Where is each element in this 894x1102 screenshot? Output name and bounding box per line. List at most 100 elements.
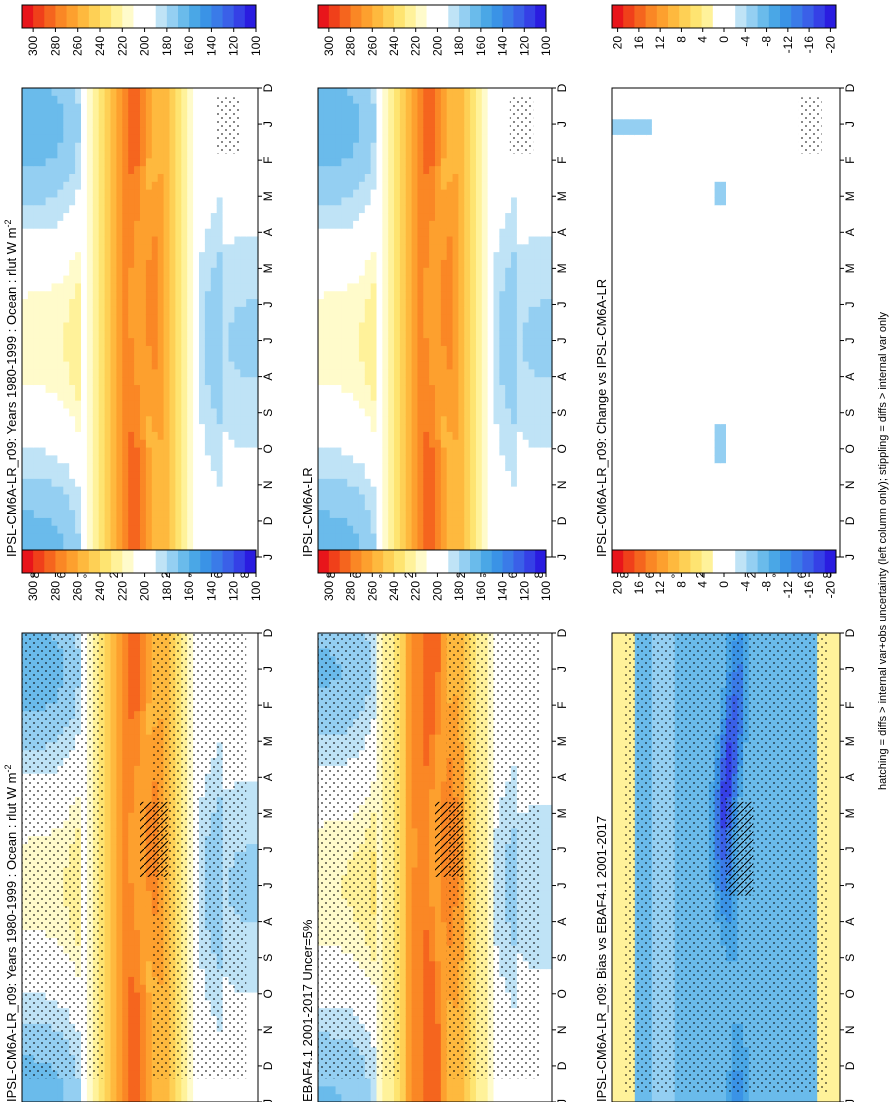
colorbar-tick-label: 220 bbox=[115, 36, 129, 56]
heatmap-cell bbox=[39, 353, 47, 363]
heatmap-cell bbox=[57, 197, 64, 206]
heatmap-cell bbox=[475, 103, 483, 113]
heatmap-cell bbox=[347, 353, 354, 363]
heatmap-cell bbox=[134, 197, 141, 206]
heatmap-cell bbox=[199, 283, 206, 292]
heatmap-cell bbox=[51, 213, 58, 222]
heatmap-cell bbox=[540, 369, 547, 378]
heatmap-cell bbox=[116, 111, 123, 120]
heatmap-cell bbox=[86, 291, 94, 300]
heatmap-cell bbox=[222, 502, 230, 511]
heatmap-cell bbox=[234, 369, 241, 378]
heatmap-cell bbox=[376, 142, 383, 152]
heatmap-cell bbox=[169, 424, 176, 433]
heatmap-cell bbox=[341, 88, 348, 97]
heatmap-cell bbox=[499, 220, 506, 230]
heatmap-cell bbox=[435, 166, 442, 175]
heatmap-cell bbox=[175, 299, 182, 308]
heatmap-cell bbox=[329, 197, 337, 206]
heatmap-cell bbox=[470, 478, 477, 488]
heatmap-cell bbox=[199, 392, 206, 402]
heatmap-cell bbox=[193, 299, 200, 308]
heatmap-cell bbox=[181, 431, 188, 441]
heatmap-cell bbox=[399, 150, 407, 159]
heatmap-cell bbox=[353, 533, 360, 542]
heatmap-cell bbox=[417, 306, 424, 316]
heatmap-cell bbox=[475, 377, 483, 386]
heatmap-cell bbox=[399, 408, 407, 417]
heatmap-cell bbox=[134, 158, 141, 167]
heatmap-cell bbox=[33, 119, 41, 128]
heatmap-cell bbox=[157, 361, 165, 370]
heatmap-cell bbox=[452, 533, 459, 542]
heatmap-cell bbox=[475, 158, 483, 167]
heatmap-cell bbox=[516, 502, 524, 511]
heatmap-cell bbox=[405, 486, 413, 496]
heatmap-cell bbox=[318, 338, 325, 347]
heatmap-cell bbox=[51, 158, 58, 167]
heatmap-cell bbox=[75, 525, 82, 535]
heatmap-cell bbox=[252, 197, 259, 206]
heatmap-cell bbox=[382, 338, 389, 347]
heatmap-cell bbox=[522, 494, 530, 503]
heatmap-cell bbox=[411, 494, 419, 503]
heatmap-cell bbox=[481, 502, 489, 511]
heatmap-cell bbox=[423, 502, 430, 511]
heatmap-cell bbox=[122, 252, 129, 261]
colorbar-swatch bbox=[33, 5, 45, 28]
heatmap-cell bbox=[222, 541, 230, 550]
colorbar-swatch bbox=[244, 5, 257, 28]
heatmap-cell bbox=[323, 158, 331, 167]
heatmap-cell bbox=[140, 166, 147, 175]
heatmap-cell bbox=[534, 533, 541, 542]
heatmap-cell bbox=[169, 400, 176, 410]
heatmap-cell bbox=[39, 439, 47, 449]
heatmap-cell bbox=[528, 494, 536, 503]
heatmap-cell bbox=[252, 517, 259, 527]
heatmap-cell bbox=[57, 158, 64, 167]
heatmap-cell bbox=[169, 408, 176, 417]
heatmap-cell bbox=[151, 252, 159, 261]
heatmap-cell bbox=[388, 283, 395, 292]
heatmap-cell bbox=[429, 424, 436, 433]
heatmap-cell bbox=[323, 299, 331, 308]
heatmap-cell bbox=[116, 205, 123, 214]
heatmap-cell bbox=[39, 408, 47, 417]
heatmap-cell bbox=[382, 119, 389, 128]
heatmap-cell bbox=[63, 408, 70, 417]
heatmap-cell bbox=[81, 369, 88, 378]
heatmap-cell bbox=[516, 283, 524, 292]
heatmap-cell bbox=[234, 213, 241, 222]
heatmap-cell bbox=[169, 502, 176, 511]
heatmap-cell bbox=[481, 189, 489, 199]
heatmap-cell bbox=[411, 252, 419, 261]
heatmap-cell bbox=[499, 306, 506, 316]
heatmap-cell bbox=[187, 259, 194, 269]
heatmap-cell bbox=[98, 322, 106, 331]
heatmap-cell bbox=[382, 416, 389, 425]
heatmap-cell bbox=[417, 142, 424, 152]
heatmap-cell bbox=[534, 369, 541, 378]
heatmap-cell bbox=[22, 173, 29, 183]
heatmap-cell bbox=[411, 181, 419, 191]
heatmap-cell bbox=[181, 259, 188, 269]
heatmap-cell bbox=[534, 385, 541, 394]
heatmap-cell bbox=[33, 502, 41, 511]
heatmap-cell bbox=[499, 150, 506, 159]
heatmap-cell bbox=[464, 213, 471, 222]
heatmap-cell bbox=[157, 510, 165, 519]
heatmap-cell bbox=[505, 252, 512, 261]
heatmap-cell bbox=[382, 275, 389, 285]
heatmap-cell bbox=[417, 408, 424, 417]
heatmap-cell bbox=[394, 486, 401, 496]
colorbar-frame bbox=[21, 4, 257, 29]
heatmap-cell bbox=[181, 244, 188, 253]
heatmap-cell bbox=[63, 424, 70, 433]
heatmap-cell bbox=[394, 345, 401, 355]
heatmap-cell bbox=[458, 275, 465, 285]
heatmap-cell bbox=[45, 392, 53, 402]
heatmap-cell bbox=[341, 166, 348, 175]
heatmap-cell bbox=[199, 236, 206, 245]
heatmap-cell bbox=[452, 330, 459, 339]
heatmap-cell bbox=[470, 127, 477, 136]
